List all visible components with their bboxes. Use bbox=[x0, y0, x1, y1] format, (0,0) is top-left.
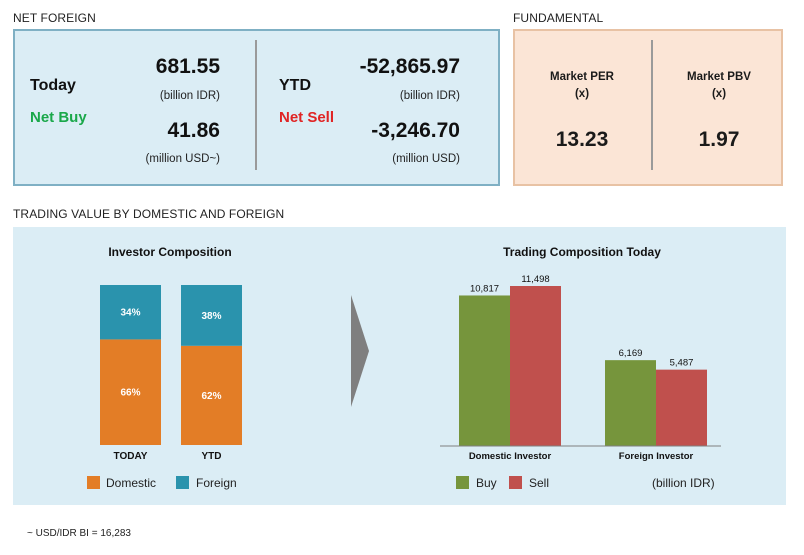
legend-swatch-sell bbox=[509, 476, 522, 489]
data-label-domestic-today: 66% bbox=[120, 388, 140, 399]
ytd-usd-value: -3,246.70 bbox=[371, 119, 460, 142]
data-label-sell-domestic-investor: 11,498 bbox=[521, 274, 549, 285]
bar-buy-foreign-investor bbox=[605, 360, 656, 446]
fundamental-divider bbox=[651, 40, 653, 170]
fx-footnote: ~ USD/IDR BI = 16,283 bbox=[27, 528, 131, 539]
bar-sell-domestic-investor bbox=[510, 286, 561, 446]
per-unit: (x) bbox=[574, 88, 590, 100]
net-foreign-title: NET FOREIGN bbox=[13, 11, 96, 25]
bar-sell-foreign-investor bbox=[656, 369, 707, 446]
investor-composition-bars: 66% 34% TODAY 62% 38% YTD bbox=[100, 285, 242, 462]
today-idr-unit: (billion IDR) bbox=[159, 90, 220, 102]
net-foreign-panel: Today Net Buy 681.55 (billion IDR) 41.86… bbox=[13, 29, 500, 186]
per-label: Market PER bbox=[550, 71, 614, 83]
legend-swatch-buy bbox=[456, 476, 469, 489]
data-label-foreign-ytd: 38% bbox=[201, 311, 221, 322]
today-usd-unit: (million USD~) bbox=[145, 153, 220, 165]
today-usd-value: 41.86 bbox=[167, 119, 220, 142]
pbv-unit: (x) bbox=[711, 88, 727, 100]
tick-label-ytd: YTD bbox=[202, 451, 222, 462]
data-label-buy-foreign-investor: 6,169 bbox=[619, 348, 643, 359]
today-idr-value: 681.55 bbox=[155, 55, 220, 78]
legend-swatch-domestic bbox=[87, 476, 100, 489]
legend-swatch-foreign bbox=[176, 476, 189, 489]
trading-value-title: TRADING VALUE BY DOMESTIC AND FOREIGN bbox=[13, 207, 285, 221]
ytd-idr-value: -52,865.97 bbox=[359, 55, 460, 78]
trading-value-charts: Investor Composition 66% 34% TODAY 62% 38% YT… bbox=[87, 245, 721, 490]
bar-foreign-ytd bbox=[181, 285, 242, 346]
bar-buy-domestic-investor bbox=[459, 295, 510, 446]
data-label-foreign-today: 34% bbox=[120, 308, 140, 319]
data-label-domestic-ytd: 62% bbox=[201, 391, 221, 402]
trading-composition-bars: 10,817 11,498 Domestic Investor 6,169 5,487 F… bbox=[459, 274, 707, 462]
bar-domestic-ytd bbox=[181, 345, 242, 445]
trading-value-panel: Investor Composition 66% 34% TODAY 62% 38% YT… bbox=[13, 227, 786, 505]
investor-composition-title: Investor Composition bbox=[108, 245, 231, 259]
per-value: 13.23 bbox=[555, 128, 609, 151]
today-status: Net Buy bbox=[30, 109, 87, 126]
bar-foreign-today bbox=[100, 285, 161, 340]
pbv-label: Market PBV bbox=[687, 71, 751, 83]
fundamental-title: FUNDAMENTAL bbox=[513, 11, 604, 25]
pbv-value: 1.97 bbox=[698, 128, 740, 151]
ytd-idr-unit: (billion IDR) bbox=[399, 90, 460, 102]
arrow-icon bbox=[351, 295, 369, 407]
trading-composition-title: Trading Composition Today bbox=[503, 245, 661, 259]
legend-label-sell: Sell bbox=[529, 476, 549, 490]
tick-label-foreign-investor: Foreign Investor bbox=[619, 451, 694, 462]
unit-note: (billion IDR) bbox=[652, 476, 715, 490]
tick-label-domestic-investor: Domestic Investor bbox=[469, 451, 552, 462]
ytd-label: YTD bbox=[279, 77, 311, 94]
net-foreign-divider bbox=[255, 40, 257, 170]
ytd-status: Net Sell bbox=[279, 109, 335, 126]
today-label: Today bbox=[30, 77, 76, 94]
fundamental-panel: Market PER (x) 13.23 Market PBV (x) 1.97 bbox=[513, 29, 783, 186]
tick-label-today: TODAY bbox=[114, 451, 148, 462]
legend-label-domestic: Domestic bbox=[106, 476, 156, 490]
legend-label-buy: Buy bbox=[476, 476, 497, 490]
legend-label-foreign: Foreign bbox=[196, 476, 237, 490]
ytd-usd-unit: (million USD) bbox=[392, 153, 460, 165]
data-label-buy-domestic-investor: 10,817 bbox=[470, 283, 499, 294]
data-label-sell-foreign-investor: 5,487 bbox=[670, 358, 694, 369]
bar-domestic-today bbox=[100, 339, 161, 445]
